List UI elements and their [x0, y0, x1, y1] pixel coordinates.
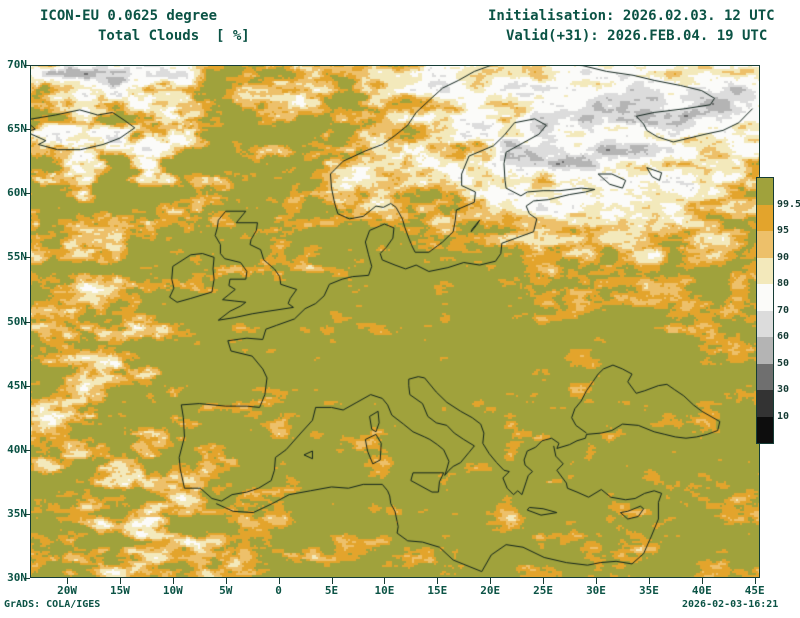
lon-tick — [331, 578, 333, 584]
lon-tick — [648, 578, 650, 584]
lat-tick-label: 45N — [7, 378, 27, 392]
legend-value-label: 50 — [777, 357, 790, 369]
lat-tick — [24, 65, 30, 66]
header-init-time: Initialisation: 2026.02.03. 12 UTC — [488, 8, 775, 24]
lon-tick — [543, 578, 545, 584]
legend-cell — [757, 310, 773, 337]
lon-tick-label: 15W — [109, 584, 130, 597]
color-legend — [756, 177, 774, 444]
lat-tick-label: 60N — [7, 186, 27, 200]
lat-tick — [24, 129, 30, 131]
footer-timestamp: 2026-02-03-16:21 — [682, 599, 779, 610]
lat-tick-label: 50N — [7, 314, 27, 328]
lon-tick — [437, 578, 439, 584]
legend-cell — [757, 257, 773, 284]
lat-tick — [24, 513, 30, 515]
lon-tick — [490, 578, 492, 584]
legend-cell — [757, 204, 773, 231]
lon-tick — [754, 578, 756, 584]
lon-tick-label: 25E — [533, 584, 554, 597]
legend-value-label: 70 — [777, 304, 790, 316]
legend-cell — [757, 231, 773, 258]
legend-cell — [757, 416, 773, 443]
lon-tick — [701, 578, 703, 584]
legend-value-label: 99.5 — [777, 198, 800, 210]
legend-cell — [757, 284, 773, 311]
lon-tick-label: 35E — [638, 584, 659, 597]
lon-tick — [67, 578, 69, 584]
legend-cell — [757, 178, 773, 205]
lon-tick-label: 10W — [162, 584, 183, 597]
lat-tick-label: 70N — [7, 58, 27, 71]
lat-tick-label: 30N — [7, 571, 27, 584]
legend-cell — [757, 363, 773, 390]
header-model-title: ICON-EU 0.0625 degree — [40, 8, 218, 24]
legend-value-label: 80 — [777, 278, 790, 289]
lat-tick-label: 40N — [7, 442, 27, 456]
lon-tick-label: 45E — [744, 584, 765, 597]
lon-tick-label: 0 — [275, 584, 282, 597]
footer-credit: GrADS: COLA/IGES — [4, 599, 101, 610]
lat-tick-label: 55N — [7, 250, 27, 264]
lat-tick — [24, 449, 30, 451]
lat-tick — [24, 321, 30, 323]
lon-tick-label: 15E — [427, 584, 448, 597]
header-valid-time: Valid(+31): 2026.FEB.04. 19 UTC — [506, 28, 768, 44]
legend-value-label: 30 — [777, 384, 790, 395]
legend-value-label: 60 — [777, 331, 790, 342]
lon-tick-label: 5E — [324, 584, 339, 597]
lat-tick — [24, 193, 30, 195]
lon-tick — [225, 578, 227, 584]
lon-tick — [596, 578, 597, 584]
lat-tick-label: 65N — [7, 122, 27, 136]
lat-tick — [24, 385, 30, 387]
lon-tick — [119, 578, 121, 584]
lat-tick-label: 35N — [7, 506, 27, 520]
lon-tick — [172, 578, 174, 584]
lon-tick-label: 20W — [57, 584, 77, 597]
legend-value-label: 95 — [777, 225, 790, 236]
map-canvas — [30, 65, 760, 578]
legend-value-label: 10 — [777, 410, 790, 422]
lon-tick-label: 5W — [219, 584, 233, 597]
legend-cell — [757, 390, 773, 417]
lat-tick — [24, 578, 30, 579]
lon-tick — [278, 578, 280, 584]
lon-tick-label: 10E — [374, 584, 395, 597]
legend-value-label: 90 — [777, 251, 790, 263]
lon-tick-label: 20E — [480, 584, 501, 597]
header-variable-title: Total Clouds [ %] — [98, 28, 250, 44]
lon-tick — [384, 578, 386, 584]
lon-tick-label: 30E — [586, 584, 606, 597]
lat-tick — [24, 257, 30, 259]
lon-tick-label: 40E — [691, 584, 712, 597]
legend-cell — [757, 337, 773, 364]
